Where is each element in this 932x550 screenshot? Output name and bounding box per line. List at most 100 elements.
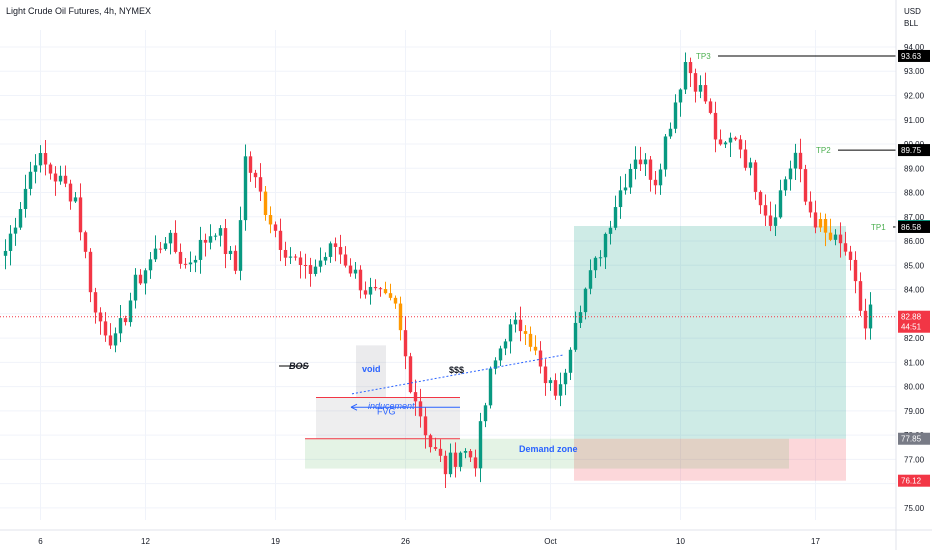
- candle: [453, 452, 458, 467]
- candle: [633, 159, 638, 169]
- candle: [73, 197, 78, 202]
- candle: [628, 168, 633, 188]
- price-badge: [898, 144, 930, 157]
- candle: [653, 179, 658, 186]
- candle: [78, 197, 83, 233]
- candle: [818, 218, 823, 228]
- candle: [793, 152, 798, 169]
- y-tick-label: 93.00: [904, 67, 925, 76]
- x-axis[interactable]: 6121926Oct10172427Nov714: [0, 529, 932, 546]
- target-label: TP3: [696, 52, 711, 61]
- candle: [763, 205, 768, 216]
- candle: [703, 85, 708, 102]
- candle: [433, 447, 438, 449]
- price-badge-label: 93.63: [901, 52, 922, 61]
- candle: [53, 173, 58, 182]
- candle: [813, 212, 818, 228]
- candle: [448, 452, 453, 475]
- candle: [388, 293, 393, 298]
- price-badge: [898, 432, 930, 445]
- candle: [3, 250, 8, 256]
- candle: [28, 171, 33, 189]
- price-badge-label: 89.75: [901, 146, 922, 155]
- price-badge-label: 77.85: [901, 435, 922, 444]
- candle: [733, 137, 738, 140]
- candles: [3, 52, 873, 489]
- currency-label: USD: [904, 7, 921, 16]
- void-label: void: [362, 364, 381, 374]
- candle: [698, 85, 703, 92]
- candle: [523, 331, 528, 334]
- candle: [323, 256, 328, 261]
- candle: [333, 243, 338, 247]
- candle: [748, 162, 753, 168]
- candle: [233, 250, 238, 271]
- candle: [598, 257, 603, 259]
- candle: [348, 265, 353, 274]
- candle: [478, 421, 483, 469]
- y-tick-label: 81.00: [904, 358, 925, 367]
- candle: [83, 232, 88, 252]
- candle: [473, 457, 478, 469]
- candle: [198, 239, 203, 260]
- candle: [18, 209, 23, 228]
- candle: [673, 102, 678, 129]
- candle: [368, 286, 373, 295]
- candle: [158, 248, 163, 250]
- candle: [218, 228, 223, 236]
- candle: [638, 159, 643, 165]
- candle: [383, 289, 388, 294]
- candle: [568, 349, 573, 373]
- candle: [128, 300, 133, 323]
- candle: [63, 175, 68, 184]
- candle: [173, 232, 178, 252]
- candle: [558, 384, 563, 396]
- candle: [48, 164, 53, 174]
- candle: [588, 270, 593, 289]
- candle: [228, 250, 233, 255]
- candle: [658, 169, 663, 186]
- candle: [253, 172, 258, 178]
- candle: [468, 451, 473, 458]
- candle: [848, 251, 853, 260]
- price-badge: [898, 49, 930, 62]
- candle: [288, 256, 293, 258]
- y-tick-label: 75.00: [904, 504, 925, 513]
- candle: [508, 324, 513, 342]
- candle: [863, 310, 868, 329]
- y-axis[interactable]: 75.0076.0077.0078.0079.0080.0081.0082.00…: [895, 0, 930, 550]
- candle: [283, 249, 288, 258]
- candle: [423, 416, 428, 436]
- candle: [843, 243, 848, 252]
- candle: [358, 269, 363, 291]
- y-tick-label: 86.00: [904, 237, 925, 246]
- candle: [713, 112, 718, 140]
- candle: [108, 335, 113, 346]
- candle: [438, 448, 443, 456]
- candle: [613, 207, 618, 228]
- candle: [768, 215, 773, 226]
- candle: [518, 319, 523, 332]
- candle: [273, 224, 278, 231]
- candle: [33, 165, 38, 172]
- y-tick-label: 92.00: [904, 91, 925, 100]
- x-tick-label: 6: [38, 537, 43, 546]
- candle: [178, 251, 183, 264]
- candle: [8, 233, 13, 251]
- candle: [513, 319, 518, 325]
- x-tick-label: 17: [811, 537, 820, 546]
- candle: [838, 234, 843, 244]
- candle: [38, 153, 43, 166]
- candle: [343, 254, 348, 266]
- candle: [338, 246, 343, 255]
- candle: [643, 159, 648, 165]
- x-tick-label: 26: [401, 537, 410, 546]
- candle: [738, 139, 743, 150]
- price-badge-label: 86.58: [901, 223, 922, 232]
- current-price-label: 82.88: [901, 313, 922, 322]
- candle: [498, 348, 503, 361]
- target-label: TP2: [816, 146, 831, 155]
- candle: [403, 330, 408, 357]
- target-label: TP1: [871, 223, 886, 232]
